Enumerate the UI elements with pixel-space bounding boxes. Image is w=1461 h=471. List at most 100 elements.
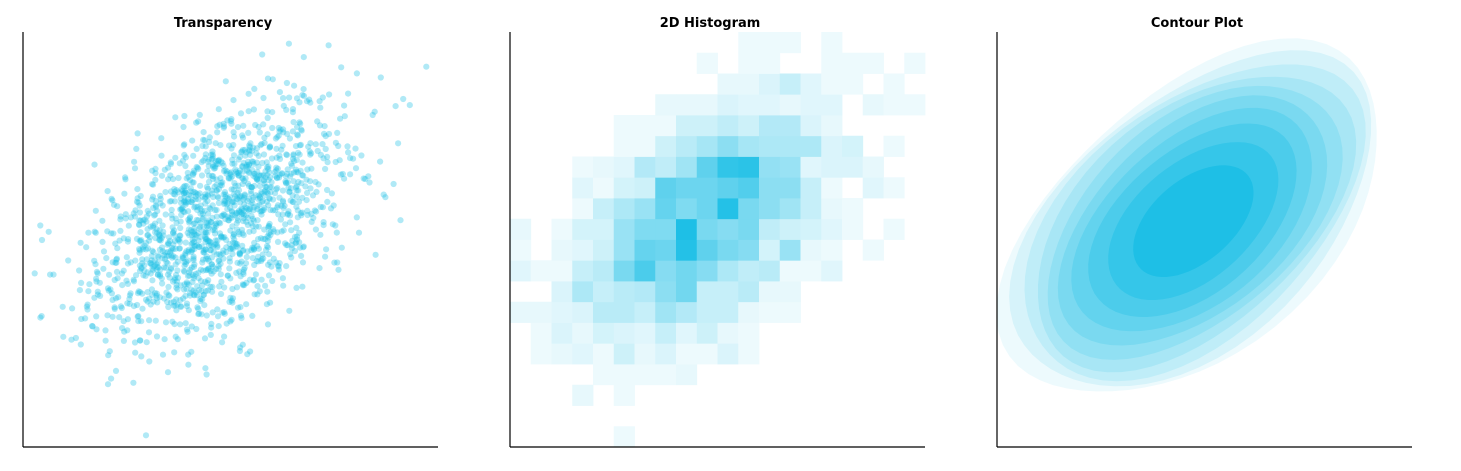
scatter-point — [222, 216, 229, 223]
scatter-point — [251, 239, 258, 246]
scatter-point — [267, 299, 274, 306]
scatter-point — [192, 242, 199, 250]
scatter-point — [284, 242, 291, 249]
scatter-point — [218, 233, 225, 240]
scatter-point — [157, 271, 164, 278]
scatter-point — [78, 315, 85, 323]
histogram-cell — [676, 94, 698, 116]
scatter-point — [317, 231, 324, 238]
scatter-point — [181, 112, 188, 120]
scatter-point — [93, 326, 100, 333]
scatter-point — [180, 286, 188, 293]
scatter-point — [91, 294, 98, 301]
scatter-point — [266, 169, 273, 176]
scatter-point — [191, 189, 198, 196]
scatter-point — [198, 287, 205, 295]
scatter-point — [202, 151, 209, 158]
histogram-cell — [821, 198, 843, 220]
scatter-point — [229, 198, 236, 205]
histogram-cell — [779, 281, 801, 303]
scatter-point — [259, 251, 266, 258]
scatter-point — [212, 237, 219, 244]
scatter-point — [282, 173, 289, 180]
scatter-point — [274, 175, 281, 182]
scatter-point — [245, 195, 253, 202]
scatter-point — [245, 90, 252, 97]
scatter-point — [78, 279, 85, 286]
scatter-point — [261, 226, 268, 233]
scatter-point — [197, 182, 204, 189]
scatter-point — [200, 129, 207, 136]
scatter-point — [299, 92, 306, 99]
scatter-point — [228, 120, 235, 127]
scatter-point — [195, 310, 203, 317]
scatter-point — [156, 273, 164, 280]
histogram-cell — [551, 218, 573, 240]
scatter-point — [167, 188, 175, 195]
scatter-point — [185, 173, 192, 181]
scatter-point — [148, 286, 155, 293]
scatter-point — [284, 130, 291, 137]
scatter-point — [226, 214, 233, 222]
scatter-point — [144, 289, 151, 296]
scatter-point — [216, 283, 223, 290]
scatter-point — [239, 163, 246, 170]
scatter-point — [248, 220, 255, 227]
histogram-cell — [655, 156, 677, 178]
scatter-point — [182, 320, 189, 327]
scatter-point — [108, 230, 115, 237]
scatter-point — [286, 188, 293, 195]
scatter-point — [204, 238, 211, 245]
scatter-point — [191, 273, 198, 280]
scatter-point — [127, 214, 134, 221]
scatter-point — [319, 94, 326, 101]
scatter-point — [169, 254, 176, 261]
scatter-point — [130, 210, 137, 217]
histogram-cell — [634, 156, 656, 178]
scatter-point — [134, 301, 141, 309]
scatter-point — [223, 201, 231, 208]
scatter-point — [134, 130, 141, 137]
scatter-point — [228, 207, 235, 215]
scatter-point — [226, 142, 233, 149]
scatter-point — [213, 206, 220, 214]
histogram-cell — [696, 52, 718, 74]
scatter-point — [149, 181, 156, 188]
scatter-point — [250, 172, 257, 179]
histogram-cell — [530, 322, 552, 344]
histogram-cell — [821, 94, 843, 116]
scatter-point — [234, 214, 241, 222]
histogram-cell — [593, 364, 615, 386]
scatter-point — [283, 263, 290, 270]
scatter-point — [152, 198, 159, 205]
scatter-point — [60, 333, 67, 340]
scatter-point — [150, 263, 157, 270]
scatter-point — [205, 156, 212, 163]
scatter-point — [139, 246, 147, 253]
histogram-cell — [759, 73, 781, 95]
scatter-point — [341, 113, 348, 120]
scatter-point — [341, 102, 348, 109]
scatter-point — [278, 202, 285, 209]
scatter-point — [122, 174, 129, 181]
histogram-cell — [634, 177, 656, 199]
scatter-point — [171, 191, 179, 198]
scatter-point — [173, 296, 180, 303]
scatter-point — [186, 191, 193, 198]
scatter-point — [256, 183, 263, 190]
scatter-point — [187, 213, 194, 221]
scatter-point — [158, 135, 165, 142]
histogram-cell — [572, 384, 594, 406]
histogram-cell — [676, 343, 698, 365]
scatter-point — [353, 70, 360, 77]
scatter-point — [190, 263, 198, 270]
scatter-point — [167, 249, 174, 256]
scatter-point — [282, 178, 289, 185]
scatter-point — [390, 180, 397, 188]
scatter-point — [125, 222, 132, 229]
histogram-cell — [821, 52, 843, 74]
scatter-point — [85, 288, 92, 295]
scatter-point — [230, 97, 237, 104]
scatter-point — [204, 191, 211, 198]
histogram-cell — [738, 94, 760, 116]
